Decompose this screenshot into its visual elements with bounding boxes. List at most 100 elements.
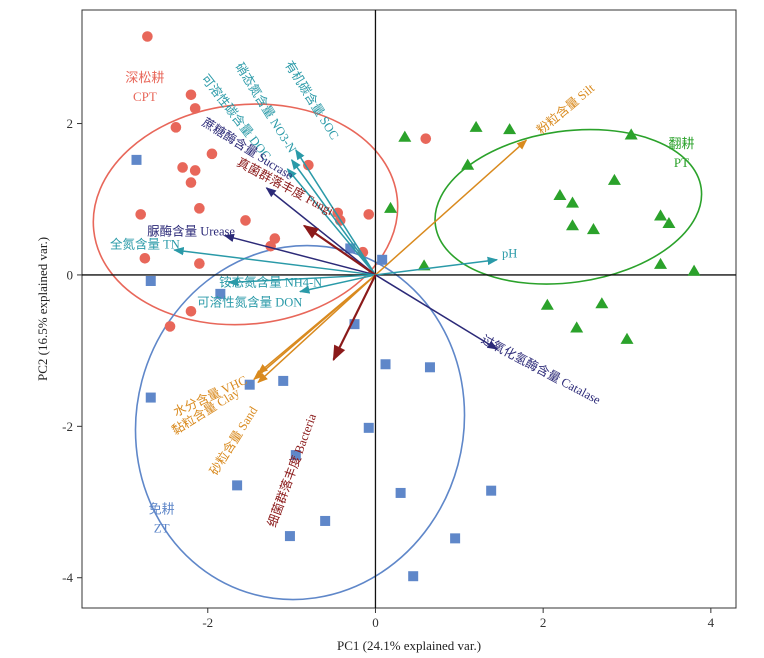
point-cpt bbox=[142, 31, 153, 42]
point-pt bbox=[384, 201, 398, 213]
y-tick-label: -4 bbox=[62, 570, 73, 585]
vector-label-ph: pH bbox=[502, 247, 517, 261]
point-pt bbox=[654, 257, 668, 269]
vector-sand bbox=[257, 274, 376, 384]
sample-points bbox=[131, 31, 701, 582]
point-cpt bbox=[303, 159, 314, 171]
group-labels: 深松耕 CPT 翻耕 PT 免耕 ZT bbox=[125, 70, 694, 535]
vector-clay bbox=[253, 274, 376, 381]
y-tick-label: 0 bbox=[67, 267, 74, 282]
y-tick-label: 2 bbox=[67, 116, 74, 131]
point-cpt bbox=[170, 122, 182, 133]
vector-label-tn: 全氮含量 TN bbox=[110, 236, 180, 251]
point-zt bbox=[244, 379, 255, 390]
vector-ph bbox=[375, 256, 499, 276]
point-zt bbox=[380, 359, 391, 370]
vector-nh4n bbox=[227, 274, 376, 287]
point-pt bbox=[469, 120, 483, 132]
point-pt bbox=[553, 188, 567, 201]
group-label-pt-en: PT bbox=[674, 155, 689, 170]
vector-tn bbox=[173, 246, 376, 276]
point-cpt bbox=[164, 321, 176, 332]
point-cpt bbox=[177, 162, 188, 173]
point-zt bbox=[349, 319, 360, 330]
point-pt bbox=[662, 216, 676, 229]
point-zt bbox=[232, 480, 243, 491]
point-zt bbox=[278, 375, 289, 386]
point-pt bbox=[654, 209, 668, 221]
point-cpt bbox=[194, 258, 205, 269]
vector-fungi bbox=[302, 224, 377, 276]
point-zt bbox=[424, 362, 435, 373]
plot-panel bbox=[81, 9, 737, 609]
point-pt bbox=[570, 321, 584, 333]
group-label-cpt-cn: 深松耕 bbox=[125, 70, 164, 85]
vector-catalase bbox=[375, 274, 498, 350]
y-axis-title: PC2 (16.5% explained var.) bbox=[35, 237, 50, 381]
point-zt bbox=[320, 515, 331, 526]
point-cpt bbox=[185, 305, 197, 317]
point-zt bbox=[450, 533, 461, 544]
point-zt bbox=[131, 154, 142, 165]
point-zt bbox=[345, 243, 356, 254]
point-cpt bbox=[135, 209, 146, 220]
point-pt bbox=[687, 264, 701, 276]
loading-vectors bbox=[173, 139, 528, 384]
group-label-cpt-en: CPT bbox=[133, 89, 157, 104]
point-cpt bbox=[240, 215, 251, 226]
point-pt bbox=[620, 332, 634, 344]
point-pt bbox=[624, 128, 638, 140]
ellipse-pt bbox=[434, 128, 703, 285]
x-tick-label: -2 bbox=[202, 615, 213, 630]
x-tick-label: 4 bbox=[708, 615, 715, 630]
point-zt bbox=[145, 392, 156, 403]
zero-lines bbox=[82, 10, 736, 608]
point-pt bbox=[566, 196, 579, 208]
point-cpt bbox=[194, 203, 205, 214]
point-zt bbox=[363, 422, 374, 433]
vector-label-urease: 脲酶含量 Urease bbox=[147, 224, 235, 239]
axes: -2 0 2 4 -4 -2 0 2 bbox=[62, 116, 714, 630]
point-pt bbox=[540, 298, 554, 310]
point-pt bbox=[607, 173, 621, 185]
point-pt bbox=[417, 259, 431, 271]
point-pt bbox=[503, 123, 517, 135]
point-zt bbox=[284, 531, 295, 542]
vector-label-don: 可溶性氮含量 DON bbox=[197, 295, 302, 310]
vector-no3n bbox=[290, 159, 377, 276]
point-pt bbox=[566, 219, 579, 231]
vector-don bbox=[298, 274, 376, 294]
vector-urease bbox=[223, 233, 376, 276]
point-zt bbox=[408, 571, 419, 582]
point-cpt bbox=[185, 177, 197, 188]
point-cpt bbox=[189, 103, 201, 114]
x-axis-title: PC1 (24.1% explained var.) bbox=[337, 638, 481, 653]
vector-silt bbox=[374, 139, 528, 276]
point-pt bbox=[461, 158, 475, 170]
x-tick-label: 2 bbox=[540, 615, 547, 630]
point-zt bbox=[215, 288, 226, 299]
point-zt bbox=[377, 254, 388, 265]
point-pt bbox=[398, 130, 412, 142]
group-label-zt-cn: 免耕 bbox=[149, 501, 175, 516]
group-label-zt-en: ZT bbox=[154, 520, 170, 535]
vector-bacteria bbox=[332, 274, 377, 362]
ellipse-cpt bbox=[92, 103, 399, 326]
point-zt bbox=[145, 275, 156, 286]
point-cpt bbox=[363, 209, 375, 220]
point-cpt bbox=[189, 165, 201, 176]
x-tick-label: 0 bbox=[372, 615, 379, 630]
point-cpt bbox=[139, 252, 151, 264]
point-pt bbox=[586, 223, 600, 235]
point-zt bbox=[395, 487, 406, 498]
group-label-pt-cn: 翻耕 bbox=[668, 136, 694, 151]
point-cpt bbox=[206, 148, 218, 160]
point-zt bbox=[486, 485, 497, 496]
y-tick-label: -2 bbox=[62, 419, 73, 434]
point-zt bbox=[290, 450, 301, 461]
vector-label-nh4n: 铵态氮含量 NH4-N bbox=[219, 274, 322, 289]
vector-soc bbox=[295, 149, 377, 276]
vector-doc bbox=[286, 168, 377, 276]
point-cpt bbox=[185, 89, 197, 101]
